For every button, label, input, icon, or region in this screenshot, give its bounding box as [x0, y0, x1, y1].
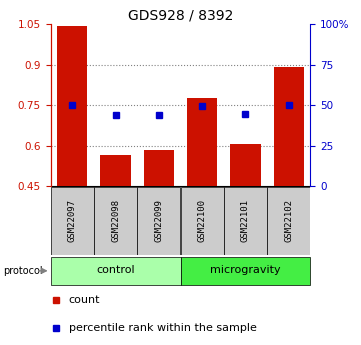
- Bar: [274, 67, 304, 186]
- FancyBboxPatch shape: [180, 257, 310, 285]
- Bar: [100, 155, 131, 186]
- Bar: [187, 98, 217, 186]
- Bar: [144, 150, 174, 186]
- Bar: [57, 26, 87, 186]
- FancyBboxPatch shape: [51, 187, 93, 255]
- Text: protocol: protocol: [4, 266, 43, 276]
- Text: GSM22099: GSM22099: [155, 199, 163, 242]
- Text: GSM22097: GSM22097: [68, 199, 77, 242]
- Text: count: count: [69, 295, 100, 305]
- FancyBboxPatch shape: [94, 187, 137, 255]
- Text: control: control: [96, 265, 135, 275]
- Text: GSM22098: GSM22098: [111, 199, 120, 242]
- FancyBboxPatch shape: [268, 187, 310, 255]
- FancyBboxPatch shape: [224, 187, 267, 255]
- FancyBboxPatch shape: [138, 187, 180, 255]
- FancyBboxPatch shape: [51, 257, 180, 285]
- Text: percentile rank within the sample: percentile rank within the sample: [69, 323, 257, 333]
- Text: GSM22101: GSM22101: [241, 199, 250, 242]
- FancyBboxPatch shape: [181, 187, 223, 255]
- Text: microgravity: microgravity: [210, 265, 281, 275]
- Text: GSM22102: GSM22102: [284, 199, 293, 242]
- Bar: [230, 145, 261, 186]
- Text: GSM22100: GSM22100: [198, 199, 206, 242]
- Title: GDS928 / 8392: GDS928 / 8392: [128, 9, 233, 23]
